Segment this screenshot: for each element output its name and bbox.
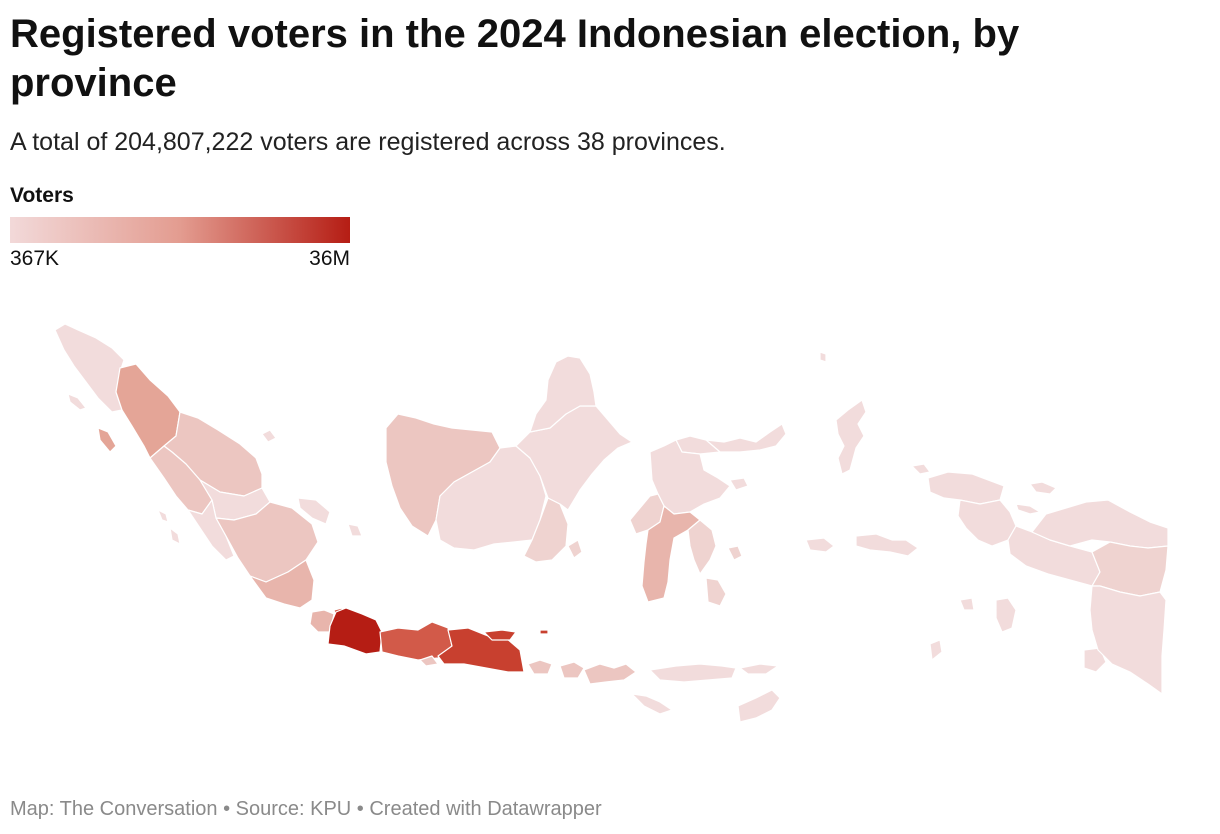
legend-min-label: 367K — [10, 247, 60, 270]
province-south-sulawesi[interactable] — [641, 505, 701, 603]
island-nias[interactable] — [97, 427, 117, 453]
island-simeulue[interactable] — [67, 393, 87, 411]
color-legend: Voters 367K 36M — [10, 184, 350, 273]
island-yapen[interactable] — [1015, 503, 1041, 515]
legend-labels: 367K 36M — [10, 247, 350, 273]
maluku-provinces — [805, 399, 1107, 673]
java-provinces — [309, 607, 549, 673]
province-southeast-sulawesi[interactable] — [687, 519, 743, 607]
islands-banggai[interactable] — [729, 477, 749, 491]
province-south-kalimantan[interactable] — [523, 497, 569, 563]
province-southwest-papua[interactable] — [927, 471, 1005, 505]
legend-gradient-bar — [10, 217, 350, 243]
island-madura[interactable] — [483, 629, 517, 641]
province-bali[interactable] — [527, 659, 553, 675]
island-bawean[interactable] — [539, 629, 549, 635]
sulawesi-provinces — [629, 351, 827, 607]
island-sangihe[interactable] — [819, 351, 827, 363]
chart-title: Registered voters in the 2024 Indonesian… — [10, 12, 1020, 105]
island-biak[interactable] — [1029, 481, 1057, 495]
papua-provinces — [911, 463, 1169, 695]
indonesia-choropleth-map — [54, 323, 1169, 723]
province-papua[interactable] — [1031, 499, 1169, 549]
chart-subtitle: A total of 204,807,222 voters are regist… — [10, 128, 726, 156]
province-north-kalimantan[interactable] — [529, 355, 597, 433]
islands-mentawai[interactable] — [157, 509, 181, 545]
province-east-nusa-tenggara[interactable] — [631, 663, 781, 723]
province-west-papua[interactable] — [957, 499, 1017, 547]
province-south-papua[interactable] — [1089, 585, 1167, 695]
island-laut[interactable] — [567, 539, 583, 559]
province-riau-islands[interactable] — [261, 429, 277, 443]
province-maluku[interactable] — [929, 597, 1107, 673]
province-aceh[interactable] — [54, 323, 125, 413]
province-yogyakarta[interactable] — [419, 655, 439, 667]
province-bangka-belitung[interactable] — [297, 497, 331, 525]
province-west-nusa-tenggara[interactable] — [559, 661, 637, 685]
legend-title: Voters — [10, 184, 74, 207]
legend-max-label: 36M — [309, 247, 350, 270]
kalimantan-provinces — [385, 355, 633, 563]
province-north-maluku[interactable] — [805, 399, 919, 557]
province-bengkulu[interactable] — [187, 499, 235, 561]
sumatra-provinces — [54, 323, 363, 609]
province-north-sulawesi[interactable] — [705, 423, 787, 453]
province-lampung[interactable] — [249, 559, 315, 609]
province-west-java[interactable] — [327, 607, 383, 655]
island-waigeo[interactable] — [911, 463, 931, 475]
island-bangka-south[interactable] — [347, 523, 363, 537]
nusa-tenggara-provinces — [527, 659, 781, 723]
chart-footer-credit: Map: The Conversation • Source: KPU • Cr… — [10, 798, 602, 820]
